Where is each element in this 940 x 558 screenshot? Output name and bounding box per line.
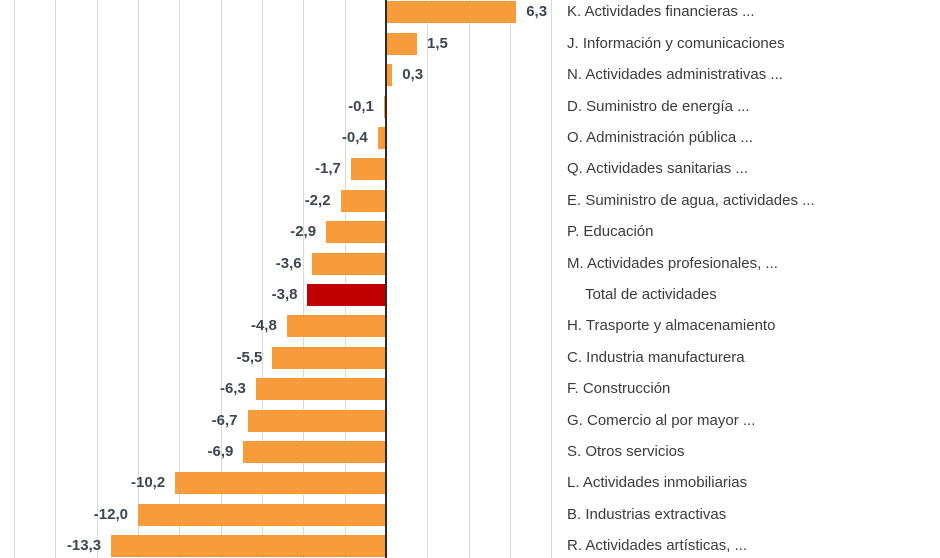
category-label: M. Actividades profesionales, ... — [567, 254, 778, 272]
value-label: -0,4 — [341, 129, 368, 146]
gridline — [261, 0, 263, 558]
category-label: J. Información y comunicaciones — [567, 34, 785, 52]
category-label: G. Comercio al por mayor ... — [567, 411, 756, 429]
bar — [255, 378, 386, 401]
gridline — [510, 0, 511, 558]
gridline — [179, 0, 181, 558]
category-label: R. Actividades artísticas, ... — [567, 537, 748, 555]
value-label: 1,5 — [427, 34, 448, 52]
bar — [386, 1, 517, 24]
gridline — [344, 0, 346, 558]
bar — [272, 346, 386, 369]
category-label: N. Actividades administrativas ... — [567, 66, 783, 84]
gridline — [96, 0, 98, 558]
bar — [350, 158, 386, 181]
gridline — [137, 0, 139, 558]
bar — [326, 221, 386, 244]
bar — [243, 441, 386, 463]
gridline — [468, 0, 470, 558]
value-label: -2,2 — [304, 191, 331, 209]
value-label: -4,8 — [250, 317, 277, 335]
value-label: 6,3 — [526, 3, 548, 21]
bar — [311, 252, 386, 275]
category-label: Q. Actividades sanitarias ... — [567, 160, 748, 178]
value-label: -3,6 — [275, 254, 302, 272]
value-label: -6,9 — [207, 443, 234, 460]
value-label: -6,3 — [219, 380, 246, 398]
value-label: 0,3 — [402, 66, 424, 84]
gridline — [55, 0, 57, 558]
value-label: -12,0 — [93, 505, 128, 523]
gridline — [427, 0, 429, 558]
bar — [175, 472, 386, 495]
gridline — [551, 0, 553, 558]
bar — [386, 64, 393, 87]
gridline — [303, 0, 305, 558]
category-label: H. Trasporte y almacenamiento — [567, 317, 776, 335]
bar — [286, 315, 386, 338]
category-label: S. Otros servicios — [567, 443, 685, 460]
bar — [340, 189, 386, 212]
gridline — [220, 0, 222, 558]
bar — [137, 503, 386, 526]
category-label: C. Industria manufacturera — [567, 348, 745, 366]
value-label: -0,1 — [348, 97, 374, 115]
bar — [377, 127, 386, 149]
bar — [386, 32, 417, 55]
category-label: E. Suministro de agua, actividades ... — [567, 191, 815, 209]
bar — [383, 95, 386, 118]
category-label: O. Administración pública ... — [567, 129, 753, 146]
value-label: -6,7 — [211, 411, 238, 429]
category-label: Total de actividades — [585, 286, 717, 303]
category-label: D. Suministro de energía ... — [567, 97, 750, 115]
category-label: K. Actividades financieras ... — [567, 3, 755, 21]
value-label: -2,9 — [290, 223, 317, 241]
gridline — [13, 0, 15, 558]
bar — [111, 535, 386, 558]
category-label: B. Industrias extractivas — [567, 505, 727, 523]
zero-axis-line — [385, 0, 387, 558]
category-label: P. Educación — [567, 223, 654, 241]
value-label: -5,5 — [236, 348, 263, 366]
category-label: F. Construcción — [567, 380, 671, 398]
value-label: -3,8 — [271, 286, 298, 303]
value-label: -10,2 — [131, 474, 166, 492]
value-label: -13,3 — [66, 537, 102, 555]
bar — [247, 409, 386, 432]
value-label: -1,7 — [315, 160, 341, 178]
category-label: L. Actividades inmobiliarias — [567, 474, 748, 492]
bar-total-highlight — [307, 284, 386, 306]
